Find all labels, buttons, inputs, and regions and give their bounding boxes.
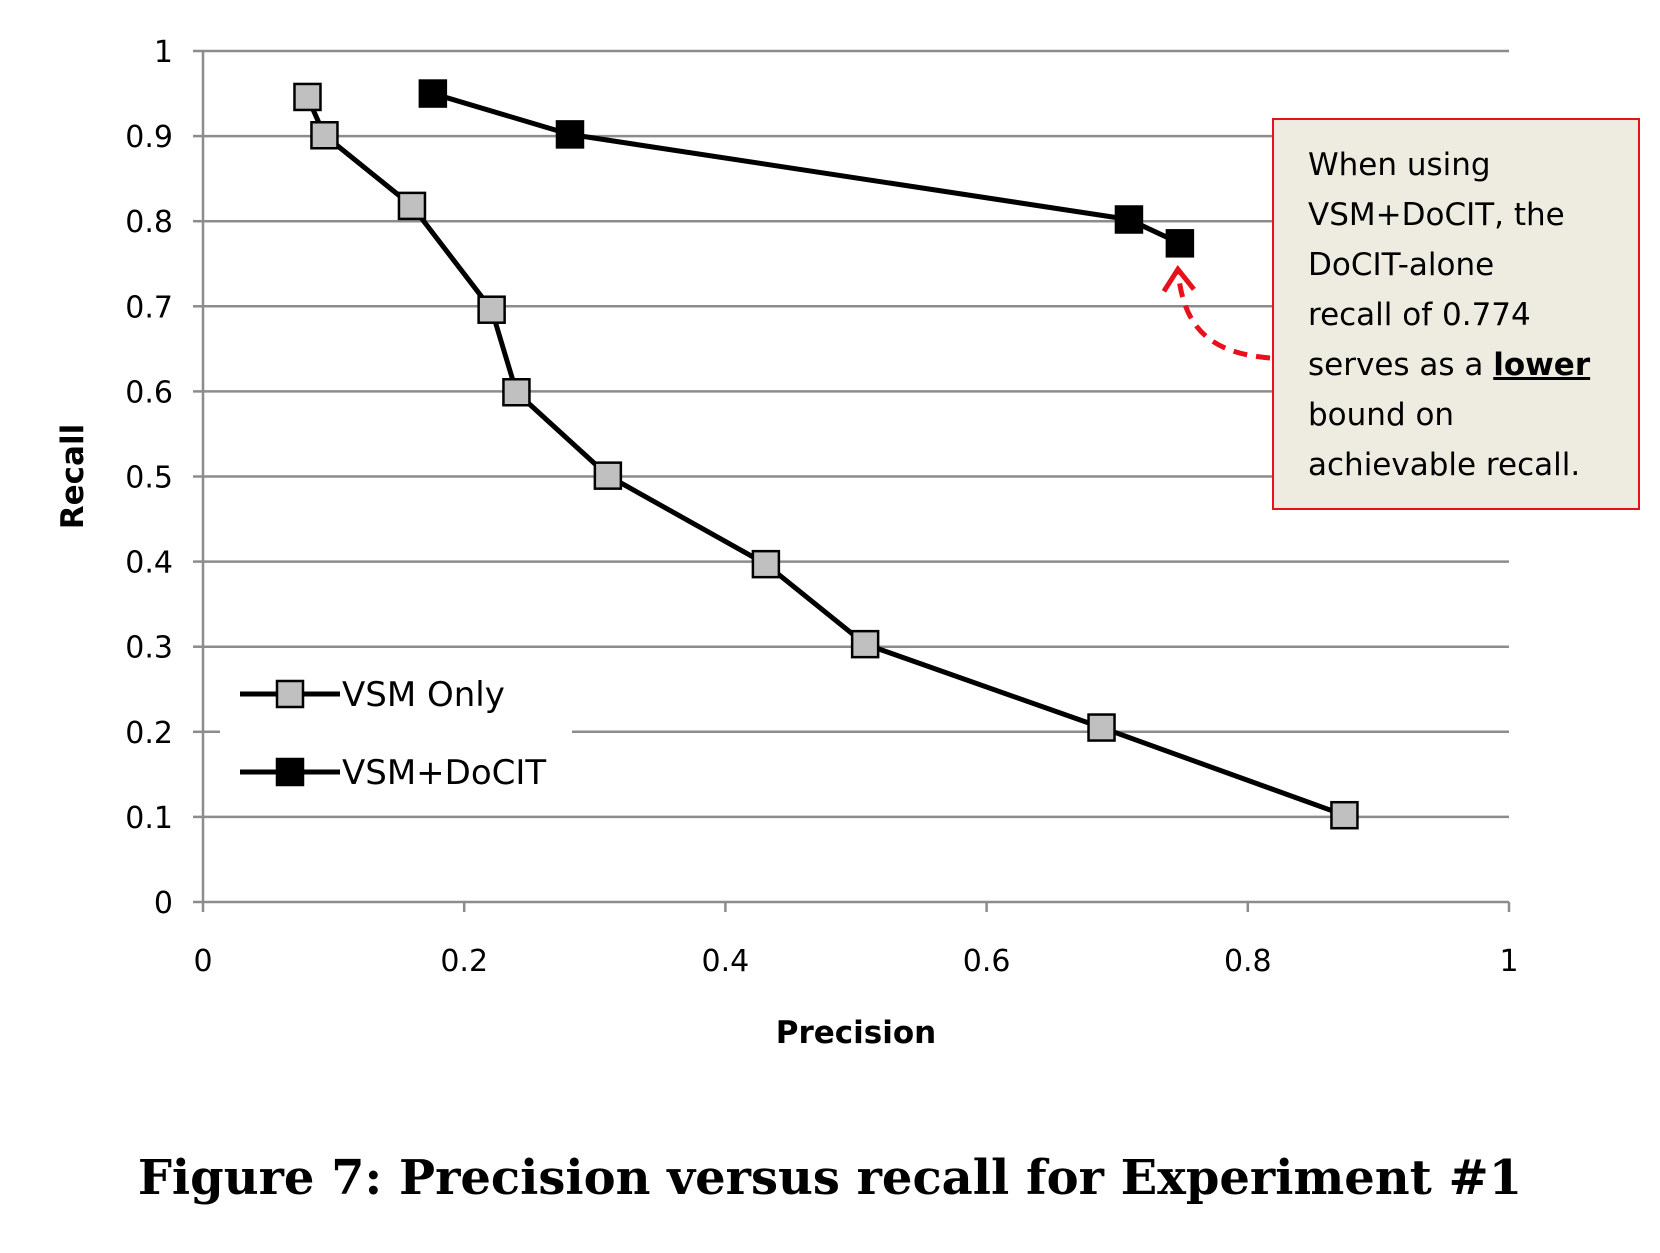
- y-tick-label-0: 0: [154, 886, 173, 921]
- legend-marker-vsm-docit: [275, 757, 305, 787]
- data-series: [293, 79, 1359, 830]
- y-tick-label-7: 0.7: [125, 290, 173, 325]
- annotation-line-5: serves as a lower: [1308, 340, 1628, 390]
- legend-marker-vsm-only: [275, 679, 305, 709]
- annotation-arrow: [1175, 269, 1271, 361]
- point-vsm-docit-1: [555, 120, 585, 149]
- annotation-line-2: VSM+DoCIT, the: [1308, 197, 1565, 233]
- annotation-line-7: achievable recall.: [1308, 447, 1581, 483]
- point-vsm-only-2: [397, 191, 427, 221]
- x-tick-label-3: 0.6: [963, 944, 1011, 979]
- x-axis-title: Precision: [776, 1015, 936, 1051]
- annotation-line-4: recall of 0.774: [1308, 297, 1531, 333]
- x-tick-label-2: 0.4: [702, 944, 750, 979]
- y-tick-label-8: 0.8: [125, 205, 173, 240]
- annotation-line-6: bound on: [1308, 397, 1455, 433]
- y-tick-label-3: 0.3: [125, 631, 173, 666]
- point-vsm-docit-0: [418, 79, 448, 108]
- annotation-emphasis-word: lower: [1493, 347, 1591, 383]
- y-tick-label-2: 0.2: [125, 716, 173, 751]
- point-vsm-only-4: [502, 378, 531, 407]
- precision-recall-chart: 0 0.1 0.2 0.3 0.4 0.5 0.6 0.7 0.8 0.9 1 0 0.2 0.4 0.6 0…: [55, 35, 1519, 1051]
- point-vsm-only-6: [751, 549, 781, 579]
- x-tick-label-0: 0: [193, 944, 212, 979]
- annotation-arrowhead: [1161, 265, 1196, 293]
- annotation-line-3: DoCIT-alone: [1308, 247, 1495, 283]
- series-line-vsm-only: [305, 95, 1346, 818]
- point-vsm-docit-2: [1114, 205, 1144, 234]
- y-axis-title: Recall: [55, 424, 91, 529]
- point-vsm-only-9: [1330, 800, 1359, 830]
- point-vsm-only-8: [1087, 713, 1116, 742]
- point-vsm-only-1: [310, 120, 339, 150]
- y-tick-label-9: 0.9: [125, 120, 173, 155]
- axes: 0 0.1 0.2 0.3 0.4 0.5 0.6 0.7 0.8 0.9 1 0 0.2 0.4 0.6 0…: [55, 35, 1519, 1051]
- x-tick-label-5: 1: [1499, 944, 1518, 979]
- y-tick-label-6: 0.6: [125, 375, 173, 410]
- point-vsm-only-7: [850, 629, 880, 659]
- point-vsm-only-0: [293, 82, 322, 112]
- y-tick-label-5: 0.5: [125, 461, 173, 496]
- y-tick-label-1: 0.1: [125, 801, 173, 836]
- y-tick-label-10: 1: [154, 35, 173, 70]
- point-vsm-only-5: [593, 461, 623, 490]
- legend-label-vsm-only: VSM Only: [342, 675, 505, 715]
- annotation-arrow-layer: [1161, 265, 1271, 361]
- point-vsm-only-3: [477, 295, 506, 324]
- annotation-line-1: When using: [1308, 147, 1491, 183]
- series-line-vsm-docit: [432, 91, 1181, 246]
- x-tick-label-4: 0.8: [1224, 944, 1272, 979]
- point-vsm-docit-3: [1165, 229, 1195, 258]
- y-tick-label-4: 0.4: [125, 546, 173, 581]
- legend: VSM Only VSM+DoCIT: [220, 660, 572, 805]
- annotation-line-5-text: serves as a: [1308, 347, 1494, 383]
- legend-label-vsm-docit: VSM+DoCIT: [342, 753, 546, 793]
- x-tick-label-1: 0.2: [440, 944, 488, 979]
- annotation-box: When using VSM+DoCIT, the DoCIT-alone re…: [1272, 118, 1640, 510]
- figure-caption: Figure 7: Precision versus recall for Ex…: [137, 1150, 1523, 1206]
